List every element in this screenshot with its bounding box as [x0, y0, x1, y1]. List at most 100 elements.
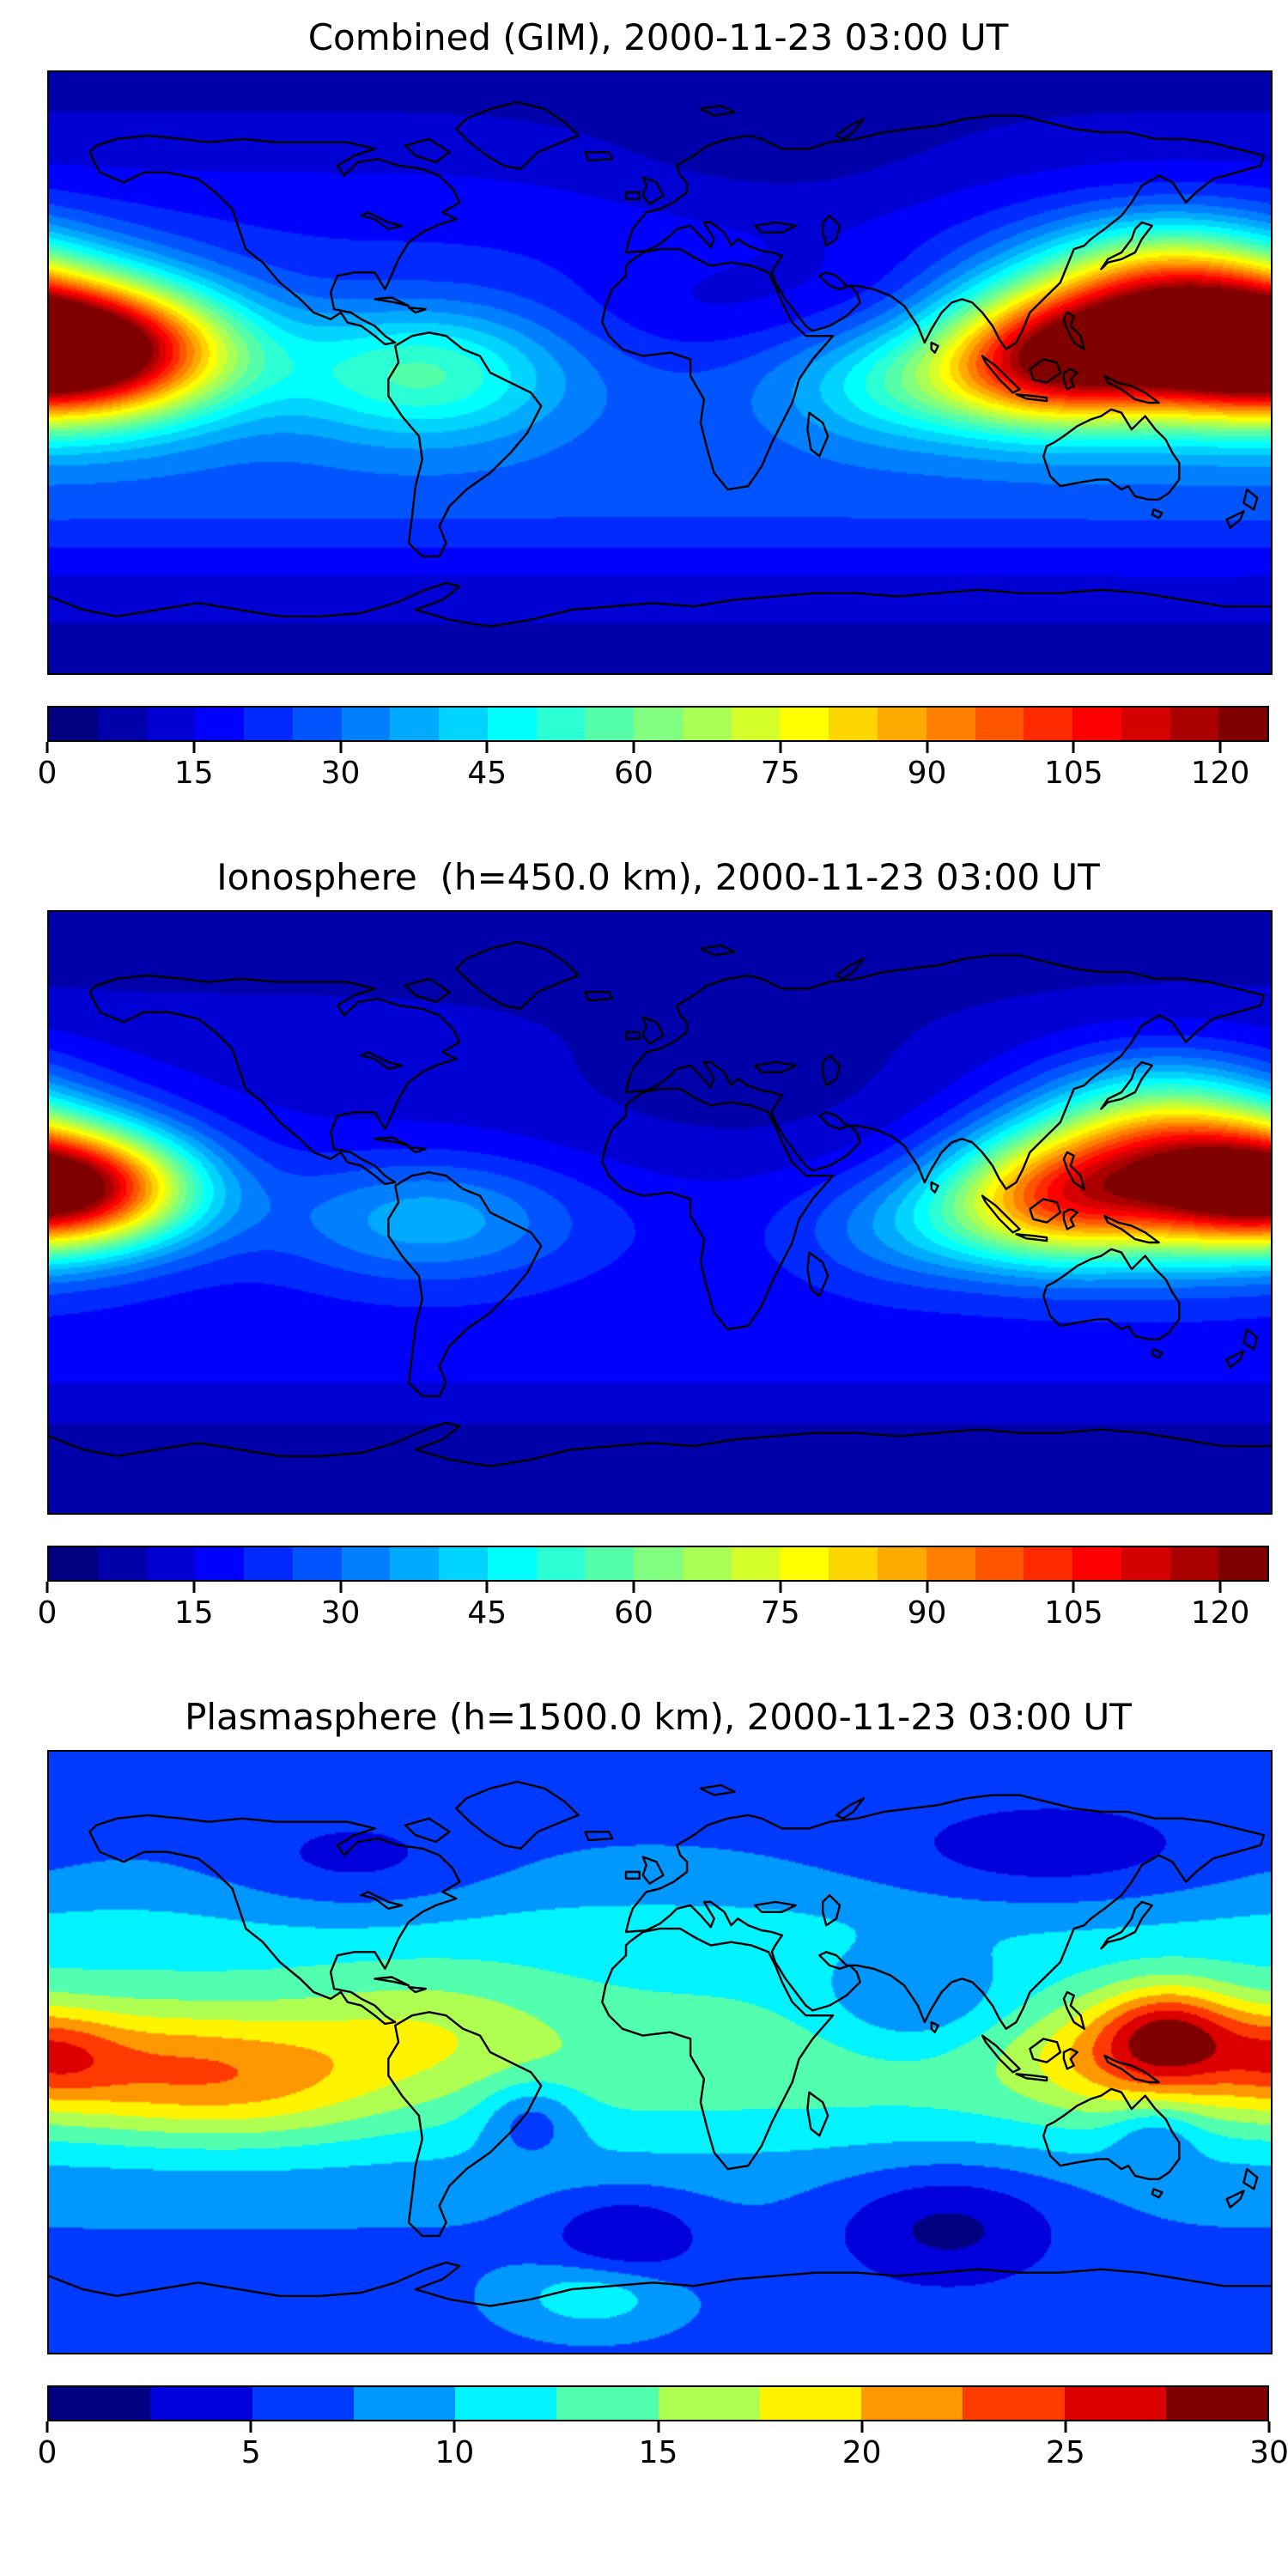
colorbar-tick-mark: [779, 1582, 782, 1594]
colorbar-segment: [1072, 1547, 1121, 1581]
colorbar-segment: [1218, 708, 1268, 741]
colorbar-segment: [1165, 2387, 1267, 2421]
colorbar-tick-mark: [339, 1582, 343, 1594]
colorbar-tick-mark: [926, 1582, 929, 1594]
colorbar-segment: [390, 708, 440, 741]
colorbar-tick-mark: [1064, 2421, 1067, 2433]
coastlines: [49, 941, 1271, 1468]
colorbar-tick-label: 75: [760, 1595, 800, 1631]
colorbar-tick-label: 60: [614, 756, 653, 792]
colorbar-tick-mark: [860, 2421, 864, 2433]
colorbar-segment: [146, 708, 196, 741]
colorbar-tick-mark: [46, 742, 49, 754]
colorbar-tick-mark: [46, 1582, 49, 1594]
colorbar: [47, 706, 1269, 743]
colorbar-tick-mark: [192, 1582, 196, 1594]
contour-field: [49, 912, 1271, 1514]
colorbar-segment: [731, 1547, 781, 1581]
colorbar-segment: [780, 1547, 829, 1581]
colorbar-segment: [731, 708, 781, 741]
colorbar-segment: [682, 708, 732, 741]
panel-title: Combined (GIM), 2000-11-23 03:00 UT: [307, 16, 1009, 58]
panel-plasmasphere: Plasmasphere (h=1500.0 km), 2000-11-23 0…: [38, 1680, 1288, 2519]
colorbar-segment: [878, 1547, 927, 1581]
colorbar-segment: [585, 1547, 635, 1581]
colorbar-tick-mark: [632, 1582, 635, 1594]
colorbar-tick-label: 5: [240, 2435, 261, 2471]
colorbar-segment: [487, 708, 537, 741]
colorbar-tick-mark: [46, 2421, 49, 2433]
colorbar-tick-label: 30: [1249, 2435, 1288, 2471]
colorbar-segment: [878, 708, 927, 741]
colorbar-tick-mark: [485, 1582, 489, 1594]
colorbar-segment: [759, 2387, 861, 2421]
colorbar-tick-mark: [339, 742, 343, 754]
colorbar-segment: [49, 708, 98, 741]
colorbar-segment: [926, 708, 975, 741]
colorbar-segment: [244, 708, 293, 741]
colorbar-segment: [975, 708, 1024, 741]
colorbar-segment: [244, 1547, 293, 1581]
colorbar-segment: [439, 708, 488, 741]
contour-field: [49, 72, 1271, 674]
colorbar-tick-label: 10: [434, 2435, 475, 2471]
colorbar-tick-label: 105: [1043, 1595, 1103, 1631]
colorbar-segment: [487, 1547, 537, 1581]
colorbar-segment: [439, 1547, 488, 1581]
panel-ionosphere: Ionosphere (h=450.0 km), 2000-11-23 03:0…: [38, 840, 1273, 1680]
colorbar-segment: [975, 1547, 1024, 1581]
colorbar-tick-label: 30: [320, 756, 361, 792]
colorbar: [47, 2385, 1269, 2422]
colorbar-segment: [1024, 708, 1073, 741]
colorbar-segment: [1024, 1547, 1073, 1581]
colorbar-tick-mark: [657, 2421, 659, 2433]
coastlines: [49, 1781, 1271, 2308]
colorbar-tick-label: 45: [467, 1595, 507, 1631]
colorbar-segment: [353, 2387, 455, 2421]
colorbar-tick-mark: [485, 742, 489, 754]
colorbar-segment: [390, 1547, 440, 1581]
colorbar-ticks: 0 5 10 15 20 25 30: [38, 2421, 1288, 2478]
colorbar-tick-label: 45: [467, 756, 507, 792]
colorbar-tick-label: 0: [37, 1595, 58, 1631]
colorbar-tick-label: 15: [638, 2435, 678, 2471]
map-plot-plasmasphere: [47, 1750, 1273, 2355]
colorbar-segment: [146, 1547, 196, 1581]
colorbar-segment: [585, 708, 635, 741]
colorbar-tick-label: 90: [907, 756, 947, 792]
colorbar-segment: [1218, 1547, 1268, 1581]
colorbar-tick-mark: [926, 742, 929, 754]
colorbar-segment: [536, 1547, 586, 1581]
colorbar-segment: [455, 2387, 557, 2421]
figure: Combined (GIM), 2000-11-23 03:00 UT 0 15 3…: [38, 16, 1288, 2519]
colorbar-tick-mark: [1218, 1582, 1222, 1594]
colorbar-segment: [195, 1547, 245, 1581]
colorbar-tick-mark: [632, 742, 635, 754]
colorbar-segment: [341, 1547, 391, 1581]
panel-title: Ionosphere (h=450.0 km), 2000-11-23 03:0…: [216, 856, 1100, 898]
colorbar-tick-label: 120: [1190, 1595, 1250, 1631]
colorbar-tick-label: 105: [1043, 756, 1103, 792]
colorbar-tick-label: 75: [760, 756, 800, 792]
colorbar-segment: [1121, 708, 1170, 741]
colorbar: [47, 1546, 1269, 1583]
colorbar-tick-mark: [1267, 2421, 1271, 2433]
colorbar-tick-label: 20: [841, 2435, 882, 2471]
colorbar-ticks: 0 15 30 45 60 75 90 105 120: [38, 742, 1269, 799]
colorbar-segment: [556, 2387, 659, 2421]
colorbar-tick-label: 30: [320, 1595, 361, 1631]
colorbar-segment: [658, 2387, 760, 2421]
colorbar-segment: [861, 2387, 963, 2421]
colorbar-tick-mark: [1072, 1582, 1075, 1594]
colorbar-segment: [292, 708, 342, 741]
colorbar-tick-label: 25: [1045, 2435, 1085, 2471]
colorbar-tick-label: 60: [614, 1595, 653, 1631]
colorbar-tick-label: 15: [173, 756, 214, 792]
colorbar-segment: [1121, 1547, 1170, 1581]
colorbar-segment: [780, 708, 829, 741]
colorbar-tick-label: 90: [907, 1595, 947, 1631]
colorbar-segment: [97, 1547, 147, 1581]
colorbar-segment: [634, 1547, 683, 1581]
colorbar-tick-mark: [453, 2421, 456, 2433]
colorbar-segment: [252, 2387, 354, 2421]
